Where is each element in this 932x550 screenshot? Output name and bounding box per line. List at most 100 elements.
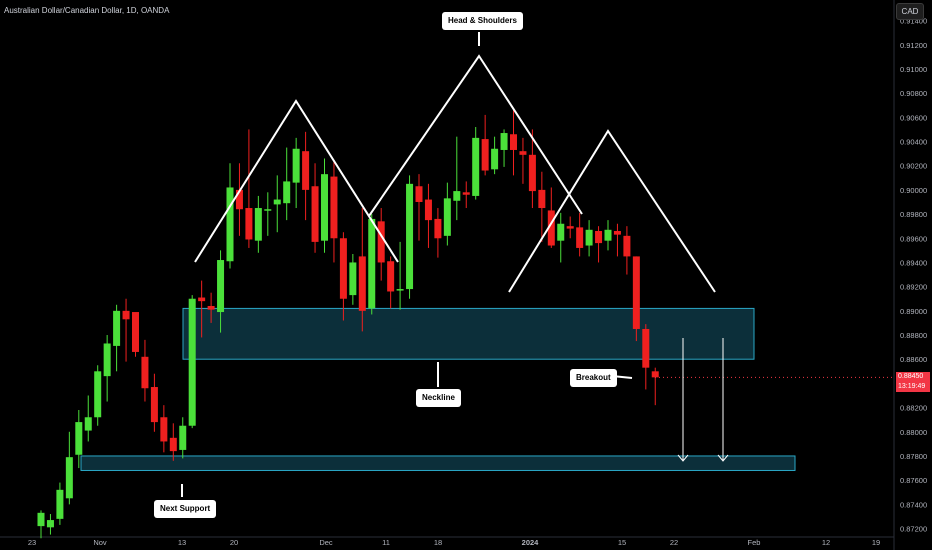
candle-body xyxy=(179,425,187,450)
zone-next_support xyxy=(80,455,796,471)
candle-body xyxy=(613,231,621,235)
y-tick-label: 0.89200 xyxy=(900,283,927,292)
left-shoulder-line xyxy=(194,99,399,263)
target-arrow-2 xyxy=(717,338,729,462)
y-tick-label: 0.87400 xyxy=(900,500,927,509)
candle-body xyxy=(132,312,139,352)
candle-body xyxy=(113,310,121,346)
head-line xyxy=(368,54,583,217)
candle-body xyxy=(330,176,338,239)
y-tick-label: 0.88600 xyxy=(900,355,927,364)
pattern-callout: Head & Shoulders xyxy=(442,12,523,30)
candle-body xyxy=(528,154,536,192)
candle-body xyxy=(150,387,158,423)
x-tick-label: 11 xyxy=(382,538,390,547)
pattern-lines xyxy=(181,32,729,497)
x-tick-label: 23 xyxy=(28,538,36,547)
x-tick-label: Dec xyxy=(319,538,333,547)
x-tick-label: 19 xyxy=(872,538,880,547)
candle-body xyxy=(406,183,414,290)
y-tick-label: 0.87600 xyxy=(900,476,927,485)
candle-body xyxy=(377,221,385,263)
candle-body xyxy=(273,199,281,205)
x-tick-label: 12 xyxy=(822,538,830,547)
candle-body xyxy=(585,229,593,246)
candle-body xyxy=(188,298,196,426)
y-tick-label: 0.90200 xyxy=(900,162,927,171)
candle-body xyxy=(443,198,451,236)
y-tick-label: 0.91000 xyxy=(900,65,927,74)
x-tick-label: Nov xyxy=(93,538,107,547)
candle-body xyxy=(623,235,631,257)
symbol-title: Australian Dollar/Canadian Dollar, 1D, O… xyxy=(4,6,170,15)
candle-body xyxy=(642,328,650,368)
candle-body xyxy=(94,371,102,418)
y-tick-label: 0.90400 xyxy=(900,138,927,147)
candle-body xyxy=(56,489,64,519)
target-arrow-1 xyxy=(677,338,689,462)
candle-body xyxy=(302,151,310,190)
candle-body xyxy=(245,208,253,240)
candle-body xyxy=(292,148,300,183)
candle-body xyxy=(37,512,45,527)
candle-body xyxy=(500,133,508,150)
y-tick-label: 0.87200 xyxy=(900,525,927,534)
y-tick-label: 0.90000 xyxy=(900,186,927,195)
candle-body xyxy=(415,186,423,202)
candle-body xyxy=(311,186,319,242)
candle-body xyxy=(226,187,234,262)
candle-body xyxy=(358,256,366,311)
right-shoulder-line xyxy=(508,129,716,293)
candle-body xyxy=(321,174,328,241)
x-tick-label: Feb xyxy=(748,538,761,547)
candle-body xyxy=(349,262,357,296)
x-tick-label: 18 xyxy=(434,538,442,547)
y-tick-label: 0.91200 xyxy=(900,41,927,50)
x-tick-label: 13 xyxy=(178,538,186,547)
candle-body xyxy=(576,227,584,248)
candle-body xyxy=(510,134,517,150)
y-tick-label: 0.88200 xyxy=(900,404,927,413)
candle-body xyxy=(103,343,111,377)
zones-layer xyxy=(80,307,796,471)
y-tick-label: 0.88800 xyxy=(900,331,927,340)
x-tick-label: 20 xyxy=(230,538,238,547)
candle-body xyxy=(75,422,83,455)
y-tick-label: 0.87800 xyxy=(900,452,927,461)
candle-body xyxy=(472,137,480,196)
y-tick-label: 0.91400 xyxy=(900,17,927,26)
candle-body xyxy=(538,189,546,209)
candle-body xyxy=(651,371,659,378)
y-tick-label: 0.90800 xyxy=(900,89,927,98)
candle-body xyxy=(169,437,177,452)
candle-body xyxy=(217,260,225,313)
candle-body xyxy=(519,151,527,155)
y-tick-label: 0.89400 xyxy=(900,258,927,267)
candle-body xyxy=(387,261,395,292)
candles-layer xyxy=(37,110,894,539)
currency-button[interactable]: CAD xyxy=(896,3,924,20)
neckline-callout: Neckline xyxy=(416,389,461,407)
candle-body xyxy=(207,305,215,310)
y-tick-label: 0.89600 xyxy=(900,234,927,243)
candle-body xyxy=(595,231,603,244)
candle-body xyxy=(396,289,404,291)
candle-body xyxy=(368,218,376,309)
candle-body xyxy=(198,297,206,302)
x-tick-label: 15 xyxy=(618,538,626,547)
candle-body xyxy=(434,218,442,239)
candle-body xyxy=(264,209,272,211)
candle-body xyxy=(84,417,92,431)
y-tick-label: 0.89000 xyxy=(900,307,927,316)
y-tick-label: 0.88000 xyxy=(900,428,927,437)
candle-body xyxy=(453,191,461,201)
candle-body xyxy=(46,520,54,528)
candle-body xyxy=(547,210,555,246)
x-tick-label: 2024 xyxy=(522,538,540,547)
y-tick-label: 0.89800 xyxy=(900,210,927,219)
candle-body xyxy=(254,208,262,241)
candle-body xyxy=(122,310,130,320)
